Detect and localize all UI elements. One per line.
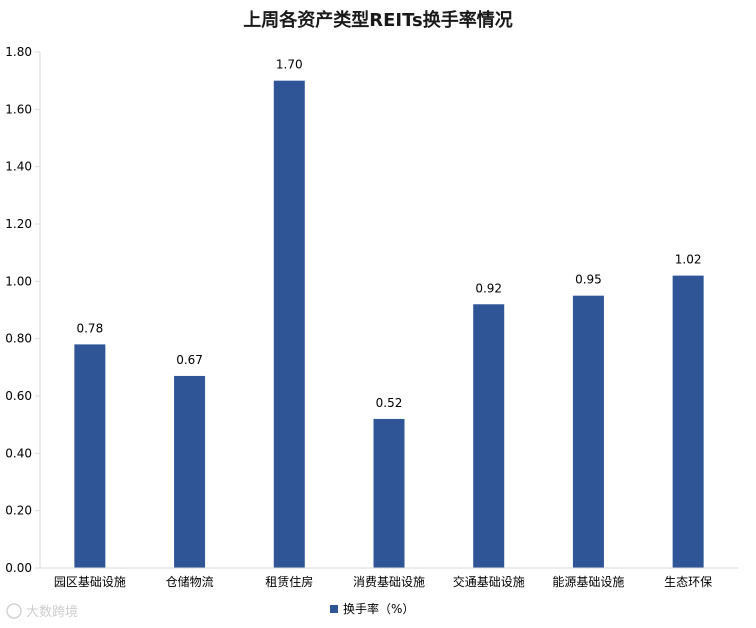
x-category-label: 仓储物流 (166, 574, 214, 589)
bar (473, 304, 505, 568)
bar (572, 295, 604, 568)
x-category-label: 能源基础设施 (552, 575, 624, 589)
y-axis: 0.00 0.20 0.40 0.60 0.80 1.00 1.20 1.40 1.60 1.80 (5, 45, 41, 575)
bar (174, 375, 206, 568)
x-category-label: 交通基础设施 (453, 574, 525, 589)
x-category-label: 消费基础设施 (353, 575, 425, 589)
logo-icon (6, 603, 22, 619)
x-category-label: 园区基础设施 (54, 575, 126, 589)
bar (373, 418, 405, 568)
y-tick-label: 1.00 (5, 274, 32, 288)
bar (273, 80, 305, 569)
bar (672, 275, 704, 568)
legend-label: 换手率（%） (343, 601, 414, 616)
y-tick-label: 0.00 (5, 561, 32, 575)
y-tick-label: 0.60 (5, 389, 32, 403)
bars: 0.78 0.67 1.70 0.52 0.92 0.95 1.02 (74, 58, 704, 569)
legend: 换手率（%） (330, 601, 414, 616)
y-tick-label: 1.20 (5, 217, 32, 231)
watermark: 大数跨境 (6, 603, 78, 620)
data-label: 1.70 (276, 58, 303, 72)
legend-swatch (330, 605, 338, 613)
y-tick-label: 0.40 (5, 446, 32, 460)
data-label: 0.52 (376, 396, 403, 410)
x-axis: 园区基础设施 仓储物流 租赁住房 消费基础设施 交通基础设施 能源基础设施 生态环保 (40, 567, 738, 589)
y-tick-label: 0.80 (5, 332, 32, 346)
data-label: 1.02 (675, 253, 702, 267)
x-category-label: 生态环保 (664, 575, 712, 589)
bar (74, 344, 106, 568)
data-label: 0.67 (176, 353, 203, 367)
y-tick-label: 1.80 (5, 45, 32, 59)
data-label: 0.95 (575, 273, 602, 287)
x-category-label: 租赁住房 (265, 574, 313, 589)
y-tick-label: 0.20 (5, 504, 32, 518)
y-tick-label: 1.40 (5, 160, 32, 174)
data-label: 0.92 (475, 281, 502, 295)
chart-title: 上周各资产类型REITs换手率情况 (243, 9, 512, 31)
watermark-text: 大数跨境 (26, 605, 78, 620)
data-label: 0.78 (76, 321, 103, 335)
y-tick-label: 1.60 (5, 102, 32, 116)
